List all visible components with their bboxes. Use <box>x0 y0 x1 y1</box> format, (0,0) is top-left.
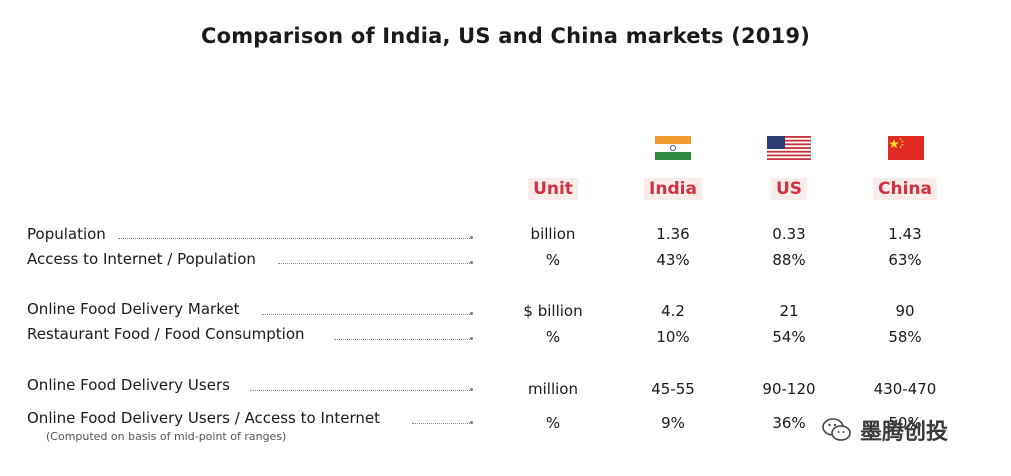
leader-dots <box>412 421 473 424</box>
china-flag-icon <box>888 136 924 160</box>
row-label-internet-access: Access to Internet / Population <box>27 250 256 268</box>
row-label-ofd-market: Online Food Delivery Market <box>27 300 240 318</box>
cell-china: 58% <box>888 328 922 346</box>
cell-india: 45-55 <box>651 380 695 398</box>
watermark-text: 墨腾创投 <box>860 420 949 445</box>
cell-unit: $ billion <box>523 302 583 320</box>
row-label-ofd-users-internet: Online Food Delivery Users / Access to I… <box>27 409 381 427</box>
cell-china: 90 <box>895 302 915 320</box>
header-india: India <box>644 178 702 200</box>
cell-china: 50% <box>888 414 922 432</box>
leader-dots <box>250 388 473 391</box>
row-label-restaurant-food: Restaurant Food / Food Consumption <box>27 325 305 343</box>
page-title: Comparison of India, US and China market… <box>200 24 811 48</box>
us-flag-icon <box>767 136 811 160</box>
cell-china: 430-470 <box>873 380 937 398</box>
leader-dots <box>262 312 473 315</box>
wechat-icon <box>822 418 851 441</box>
cell-india: 4.2 <box>661 302 685 320</box>
leader-dots <box>118 236 473 239</box>
cell-unit: % <box>545 328 561 346</box>
cell-india: 9% <box>661 414 685 432</box>
header-unit: Unit <box>528 178 578 200</box>
row-label-ofd-users: Online Food Delivery Users <box>27 376 230 394</box>
cell-unit: % <box>545 414 561 432</box>
row-label-population: Population <box>27 225 106 243</box>
cell-unit: million <box>528 380 578 398</box>
cell-us: 0.33 <box>772 225 806 243</box>
cell-india: 10% <box>656 328 690 346</box>
watermark: 墨腾创投 <box>822 414 948 446</box>
cell-us: 21 <box>779 302 799 320</box>
leader-dots <box>334 337 473 340</box>
cell-china: 1.43 <box>888 225 922 243</box>
cell-india: 43% <box>656 251 690 269</box>
cell-unit: % <box>545 251 561 269</box>
leader-dots <box>278 261 473 264</box>
cell-us: 36% <box>772 414 806 432</box>
india-flag-icon <box>655 136 691 160</box>
footnote: (Computed on basis of mid-point of range… <box>46 430 287 443</box>
cell-india: 1.36 <box>656 225 690 243</box>
cell-unit: billion <box>530 225 576 243</box>
header-china: China <box>873 178 937 200</box>
cell-us: 90-120 <box>762 380 816 398</box>
cell-us: 88% <box>772 251 806 269</box>
cell-china: 63% <box>888 251 922 269</box>
header-us: US <box>770 178 808 200</box>
cell-us: 54% <box>772 328 806 346</box>
